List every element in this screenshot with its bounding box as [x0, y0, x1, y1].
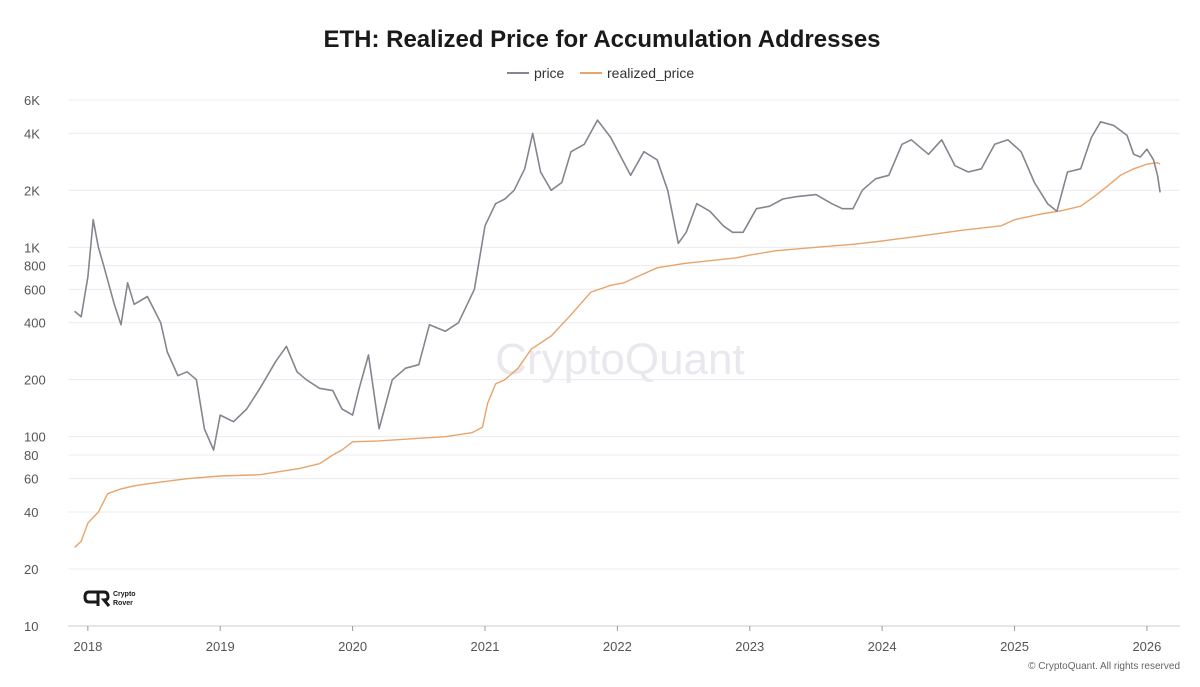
y-tick-label: 20	[24, 562, 38, 577]
y-tick-label: 2K	[24, 183, 40, 198]
y-tick-label: 60	[24, 472, 38, 487]
x-tick-label: 2019	[206, 639, 235, 654]
y-tick-label: 200	[24, 373, 46, 388]
gridlines	[68, 99, 1180, 627]
legend-item-price[interactable]: price	[507, 65, 565, 81]
x-tick-label: 2024	[868, 639, 897, 654]
y-tick-label: 400	[24, 316, 46, 331]
legend: price realized_price	[507, 65, 694, 81]
x-tick-label: 2018	[73, 639, 102, 654]
legend-label-realized-price: realized_price	[607, 65, 694, 81]
y-tick-label: 800	[24, 259, 46, 274]
x-tick-label: 2023	[735, 639, 764, 654]
y-tick-label: 4K	[24, 126, 40, 141]
x-axis: 2018 2019 2020 2021 2022 2023 2024 2025 2026	[68, 625, 1180, 654]
series-line-realized-price	[74, 162, 1161, 548]
y-tick-label: 40	[24, 505, 38, 520]
y-tick-label: 6K	[24, 93, 40, 108]
y-axis: 10 20 40 60 80 100 200 400 600 800 1K 2K 4K 6K	[24, 93, 46, 634]
copyright: © CryptoQuant. All rights reserved	[1028, 661, 1180, 672]
x-tick-label: 2020	[338, 639, 367, 654]
y-tick-label: 100	[24, 430, 46, 445]
x-tick-label: 2025	[1000, 639, 1029, 654]
logo-text-line2: Rover	[113, 600, 133, 607]
chart-title: ETH: Realized Price for Accumulation Add…	[323, 26, 880, 53]
crypto-rover-logo: Crypto Rover	[83, 590, 136, 607]
series-layer	[74, 119, 1161, 548]
y-tick-label: 10	[24, 619, 38, 634]
x-tick-label: 2021	[471, 639, 500, 654]
crypto-rover-logo-icon	[83, 590, 98, 604]
legend-label-price: price	[534, 65, 565, 81]
x-tick-label: 2022	[603, 639, 632, 654]
series-line-price	[74, 119, 1161, 451]
crypto-rover-logo-icon-r	[96, 590, 111, 607]
logo-text-line1: Crypto	[113, 591, 136, 598]
x-tick-label: 2026	[1132, 639, 1161, 654]
y-tick-label: 600	[24, 282, 46, 297]
y-tick-label: 80	[24, 448, 38, 463]
y-tick-label: 1K	[24, 240, 40, 255]
watermark: CryptoQuant	[495, 335, 744, 384]
legend-item-realized-price[interactable]: realized_price	[580, 65, 694, 81]
